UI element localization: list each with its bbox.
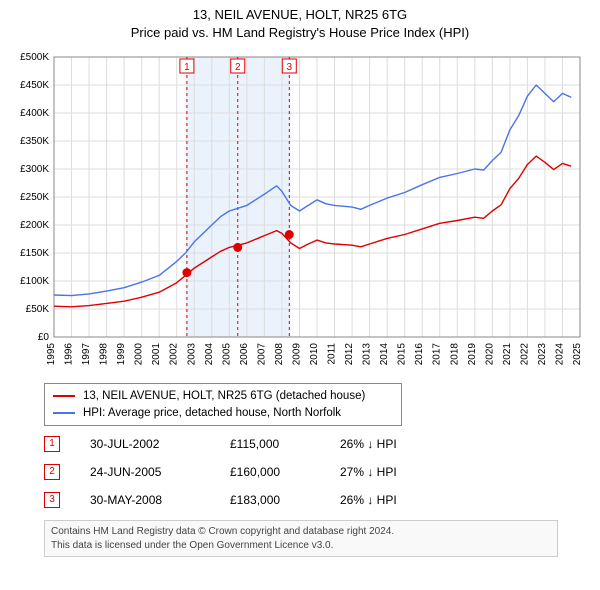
svg-text:2022: 2022 [519,343,530,366]
svg-text:£450K: £450K [20,80,49,91]
svg-text:1999: 1999 [116,343,127,366]
svg-text:2006: 2006 [239,343,250,366]
transactions-table: 1 30-JUL-2002 £115,000 26% ↓ HPI 2 24-JU… [44,436,590,508]
page: 13, NEIL AVENUE, HOLT, NR25 6TG Price pa… [0,0,600,557]
tx-hpi: 26% ↓ HPI [340,437,430,451]
svg-text:2019: 2019 [467,343,478,366]
tx-marker-3: 3 [44,492,60,508]
svg-text:£0: £0 [38,332,50,343]
legend-label-hpi: HPI: Average price, detached house, Nort… [83,405,341,422]
svg-text:2005: 2005 [221,343,232,366]
tx-marker-1: 1 [44,436,60,452]
svg-text:2025: 2025 [572,343,583,366]
svg-text:2010: 2010 [309,343,320,366]
footer: Contains HM Land Registry data © Crown c… [44,520,558,557]
svg-text:£500K: £500K [20,52,49,63]
tx-row: 2 24-JUN-2005 £160,000 27% ↓ HPI [44,464,590,480]
svg-text:2001: 2001 [151,343,162,366]
svg-text:£150K: £150K [20,248,49,259]
svg-text:1997: 1997 [81,343,92,366]
titles: 13, NEIL AVENUE, HOLT, NR25 6TG Price pa… [0,0,600,41]
tx-marker-2: 2 [44,464,60,480]
svg-text:2008: 2008 [274,343,285,366]
tx-date: 24-JUN-2005 [90,465,200,479]
legend-label-subject: 13, NEIL AVENUE, HOLT, NR25 6TG (detache… [83,388,365,405]
svg-text:£400K: £400K [20,108,49,119]
tx-hpi: 27% ↓ HPI [340,465,430,479]
title-sub: Price paid vs. HM Land Registry's House … [0,24,600,42]
svg-text:2012: 2012 [344,343,355,366]
svg-text:2003: 2003 [186,343,197,366]
title-address: 13, NEIL AVENUE, HOLT, NR25 6TG [0,6,600,24]
legend-row-subject: 13, NEIL AVENUE, HOLT, NR25 6TG (detache… [53,388,393,405]
svg-text:2015: 2015 [397,343,408,366]
svg-text:2013: 2013 [362,343,373,366]
legend-swatch-subject [53,395,75,397]
svg-text:1996: 1996 [64,343,75,366]
svg-text:1998: 1998 [99,343,110,366]
svg-text:1995: 1995 [46,343,57,366]
svg-text:£100K: £100K [20,276,49,287]
legend-swatch-hpi [53,412,75,414]
svg-text:2016: 2016 [414,343,425,366]
svg-text:2023: 2023 [537,343,548,366]
svg-text:2017: 2017 [432,343,443,366]
svg-text:£300K: £300K [20,164,49,175]
chart-svg: £0 £50K £100K £150K £200K £250K £300K £350K £400… [10,47,590,377]
svg-text:3: 3 [287,62,293,73]
svg-text:2004: 2004 [204,343,215,366]
tx-price: £115,000 [230,437,310,451]
svg-text:2018: 2018 [449,343,460,366]
legend-row-hpi: HPI: Average price, detached house, Nort… [53,405,393,422]
tx-row: 3 30-MAY-2008 £183,000 26% ↓ HPI [44,492,590,508]
tx-date: 30-JUL-2002 [90,437,200,451]
tx-row: 1 30-JUL-2002 £115,000 26% ↓ HPI [44,436,590,452]
tx-date: 30-MAY-2008 [90,493,200,507]
svg-text:2000: 2000 [134,343,145,366]
svg-text:£250K: £250K [20,192,49,203]
svg-text:2: 2 [235,62,241,73]
tx-hpi: 26% ↓ HPI [340,493,430,507]
legend: 13, NEIL AVENUE, HOLT, NR25 6TG (detache… [44,383,402,426]
svg-text:2009: 2009 [291,343,302,366]
footer-line2: This data is licensed under the Open Gov… [51,539,551,553]
svg-text:2021: 2021 [502,343,513,366]
svg-text:£50K: £50K [26,304,50,315]
svg-text:2007: 2007 [256,343,267,366]
svg-text:2020: 2020 [484,343,495,366]
svg-text:2002: 2002 [169,343,180,366]
tx-price: £183,000 [230,493,310,507]
svg-text:£200K: £200K [20,220,49,231]
svg-text:2014: 2014 [379,343,390,366]
chart: £0 £50K £100K £150K £200K £250K £300K £350K £400… [10,47,590,377]
svg-text:2024: 2024 [554,343,565,366]
svg-text:1: 1 [184,62,190,73]
svg-text:2011: 2011 [327,343,338,365]
tx-price: £160,000 [230,465,310,479]
svg-text:£350K: £350K [20,136,49,147]
footer-line1: Contains HM Land Registry data © Crown c… [51,525,551,539]
